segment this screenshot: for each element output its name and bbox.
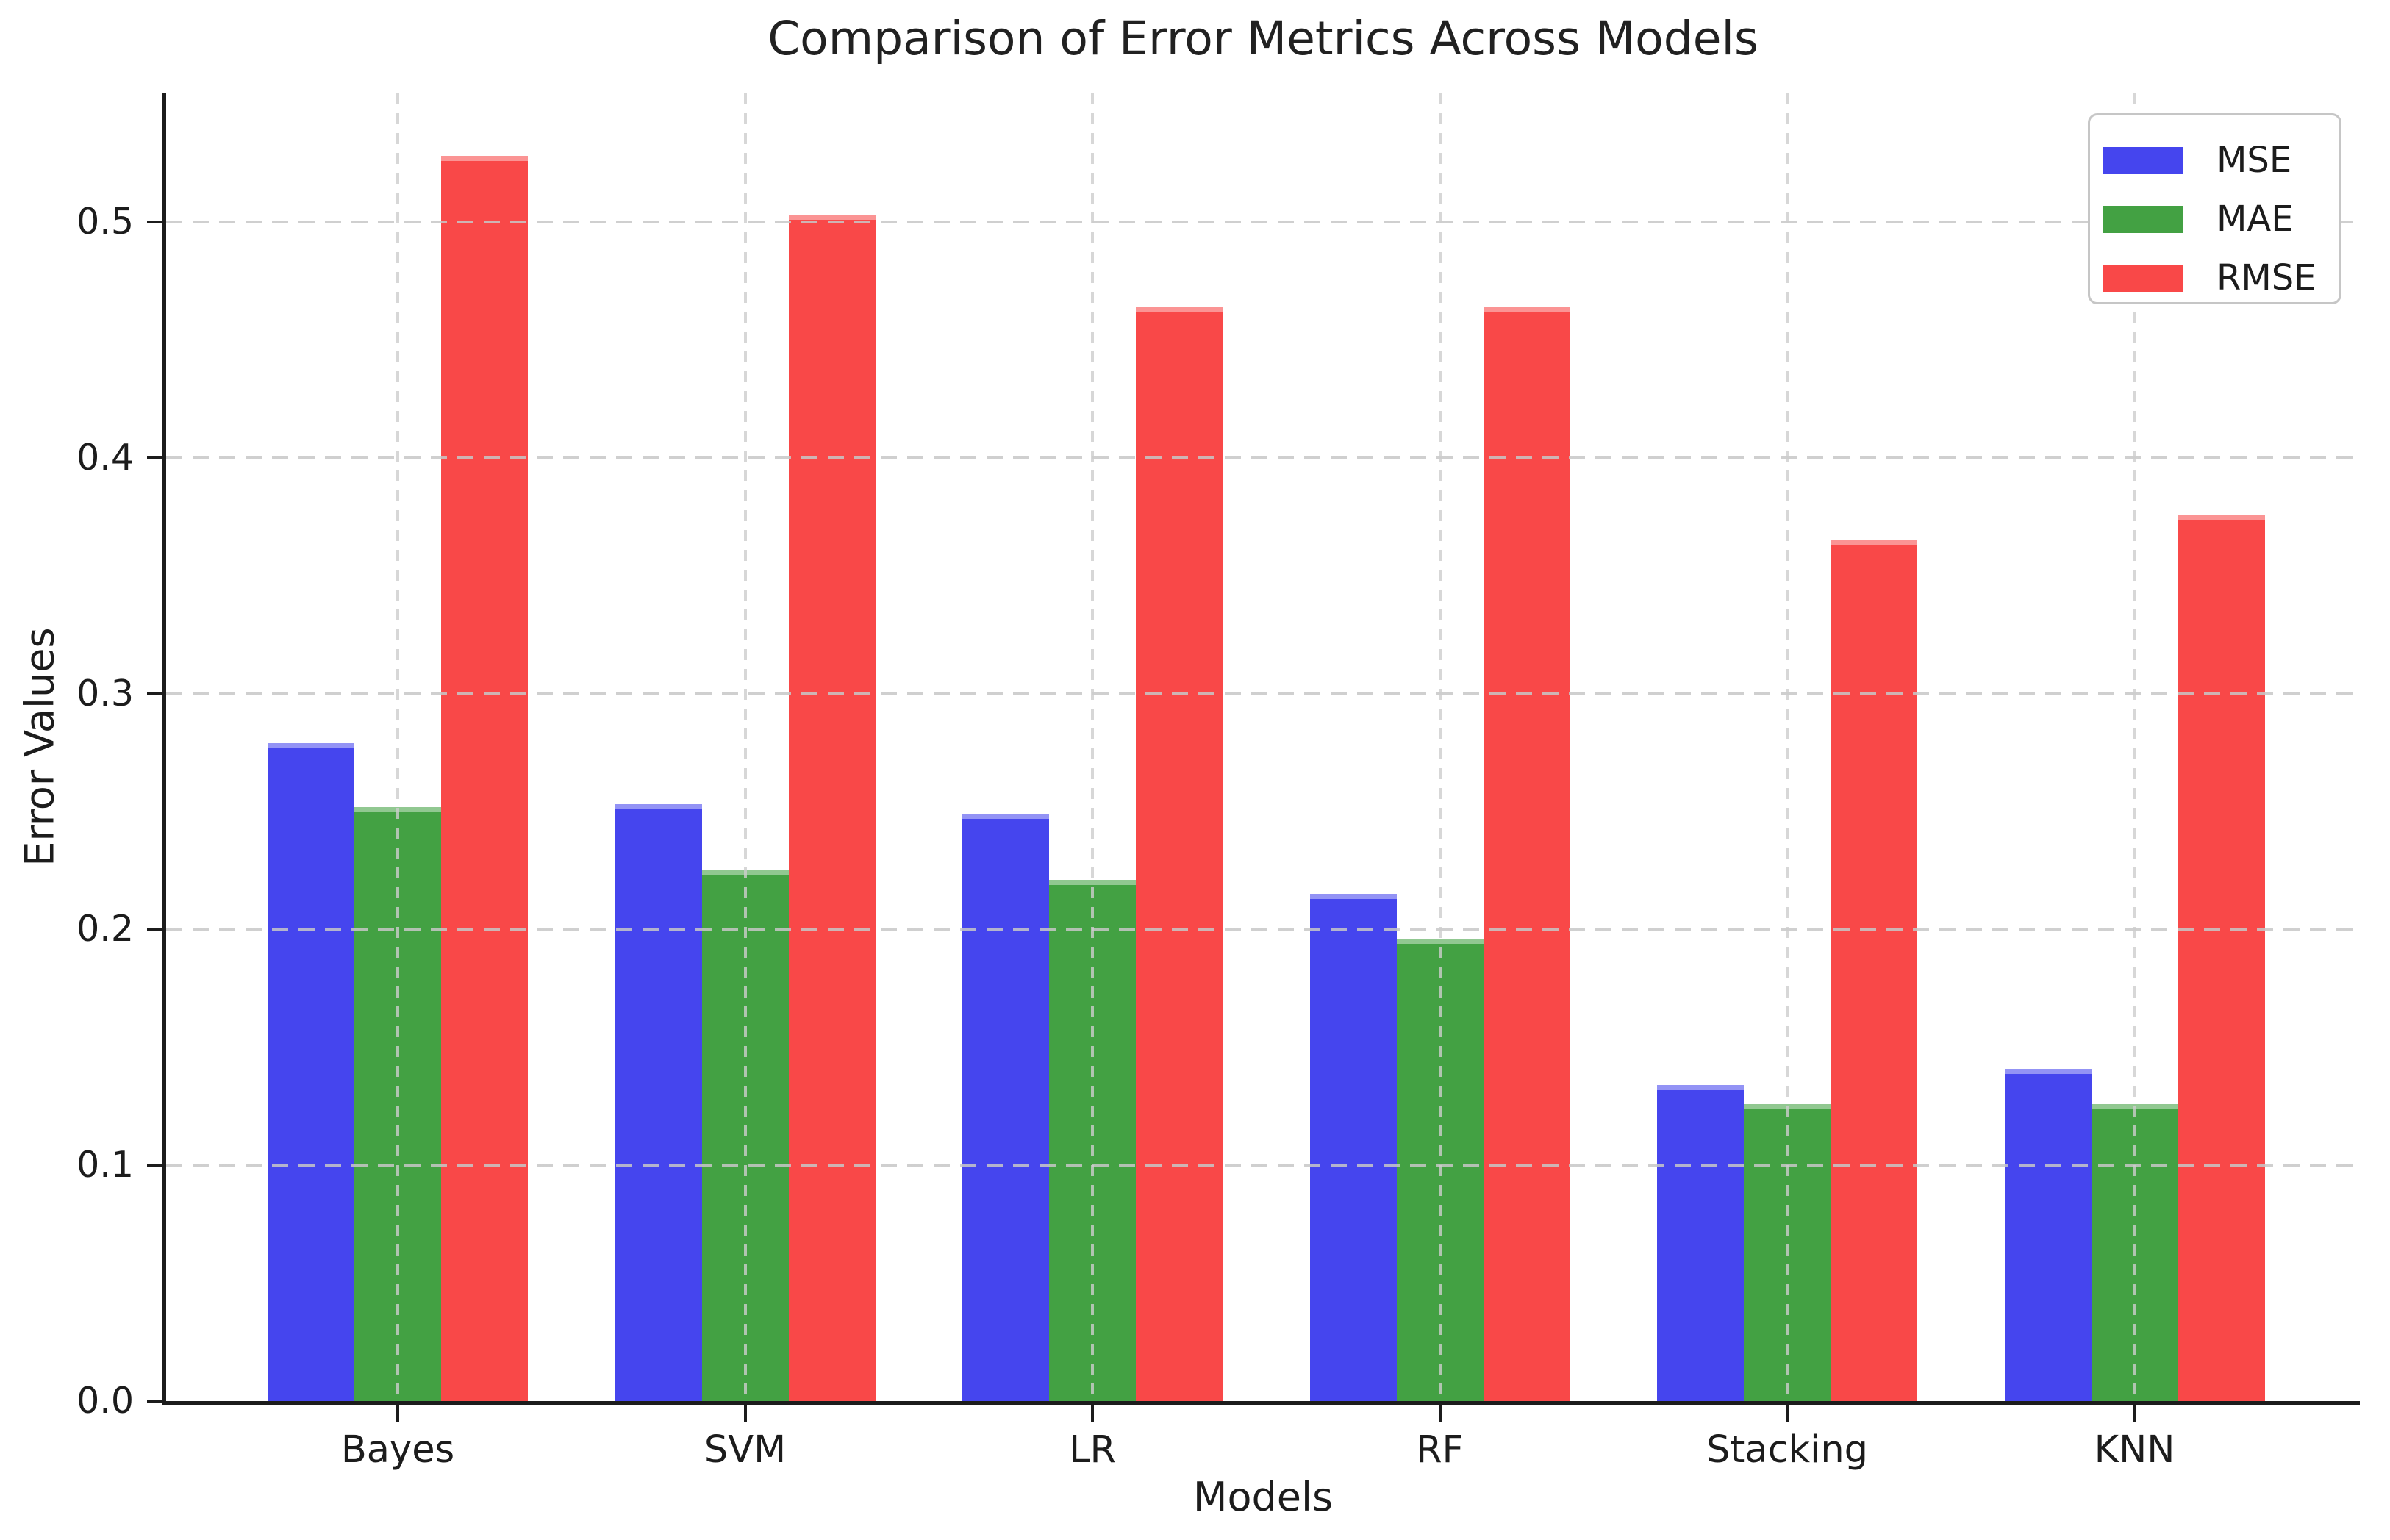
y-tick-label-0.1: 0.1 bbox=[76, 1144, 134, 1186]
x-tick-label-KNN: KNN bbox=[2094, 1428, 2175, 1472]
gridline-y-0.1 bbox=[166, 1164, 2360, 1167]
bar-mse-svm bbox=[615, 804, 702, 1401]
legend-swatch-mse bbox=[2103, 146, 2183, 174]
gridline-x-RF bbox=[1438, 93, 1442, 1401]
y-tick-0.3 bbox=[147, 692, 166, 695]
gridline-x-Bayes bbox=[396, 93, 399, 1401]
bar-mse-knn bbox=[2004, 1068, 2092, 1401]
bar-mse-rf bbox=[1309, 894, 1397, 1401]
y-tick-0.1 bbox=[147, 1164, 166, 1167]
y-axis-spine bbox=[162, 93, 166, 1405]
legend-label-rmse: RMSE bbox=[2217, 257, 2316, 298]
plot-area: 0.0 0.1 0.2 0.3 0.4 0.5 Bayes SVM LR RF Stacking KN… bbox=[76, 93, 2360, 1472]
bar-rmse-knn bbox=[2178, 514, 2265, 1401]
x-tick-SVM bbox=[743, 1405, 747, 1422]
x-tick-label-RF: RF bbox=[1416, 1428, 1464, 1472]
x-tick-label-SVM: SVM bbox=[704, 1428, 787, 1472]
x-tick-label-LR: LR bbox=[1069, 1428, 1116, 1472]
bar-mse-bayes bbox=[268, 742, 354, 1401]
y-tick-label-0.4: 0.4 bbox=[76, 436, 134, 479]
legend-swatch-mae bbox=[2103, 205, 2183, 233]
x-tick-Bayes bbox=[396, 1405, 399, 1422]
y-tick-label-0.3: 0.3 bbox=[76, 672, 134, 715]
bar-mse-lr bbox=[962, 814, 1049, 1401]
gridline-y-0.4 bbox=[166, 456, 2360, 459]
gridline-y-0.3 bbox=[166, 692, 2360, 695]
y-tick-label-0.5: 0.5 bbox=[76, 200, 134, 243]
gridline-x-KNN bbox=[2133, 93, 2136, 1401]
y-tick-label-0.2: 0.2 bbox=[76, 908, 134, 950]
legend-item-mse: MSE bbox=[2103, 131, 2339, 190]
y-tick-label-0.0: 0.0 bbox=[76, 1380, 134, 1422]
bar-mse-stacking bbox=[1657, 1085, 1744, 1401]
gridline-x-Stacking bbox=[1786, 93, 1789, 1401]
legend-label-mse: MSE bbox=[2217, 140, 2292, 181]
bar-rmse-rf bbox=[1483, 307, 1570, 1401]
legend: MSE MAE RMSE bbox=[2088, 113, 2341, 304]
x-tick-RF bbox=[1438, 1405, 1442, 1422]
gridline-y-0.5 bbox=[166, 220, 2360, 223]
x-tick-label-Bayes: Bayes bbox=[340, 1428, 455, 1472]
gridline-x-LR bbox=[1091, 93, 1094, 1401]
y-tick-0.4 bbox=[147, 456, 166, 459]
bar-rmse-bayes bbox=[441, 156, 528, 1401]
bar-rmse-lr bbox=[1136, 307, 1223, 1401]
x-axis-label: Models bbox=[1192, 1474, 1334, 1520]
legend-swatch-rmse bbox=[2103, 264, 2183, 292]
y-tick-0.5 bbox=[147, 220, 166, 223]
x-tick-label-Stacking: Stacking bbox=[1706, 1428, 1869, 1472]
bar-rmse-stacking bbox=[1831, 540, 1917, 1401]
x-tick-LR bbox=[1091, 1405, 1094, 1422]
legend-label-mae: MAE bbox=[2217, 198, 2294, 240]
x-tick-Stacking bbox=[1786, 1405, 1789, 1422]
chart-title: Comparison of Error Metrics Across Model… bbox=[768, 12, 1758, 65]
x-tick-KNN bbox=[2133, 1405, 2136, 1422]
legend-item-rmse: RMSE bbox=[2103, 248, 2339, 307]
bar-rmse-svm bbox=[788, 215, 876, 1401]
y-tick-0.2 bbox=[147, 928, 166, 931]
y-axis-label: Error Values bbox=[16, 627, 63, 867]
gridline-x-SVM bbox=[743, 93, 747, 1401]
gridline-y-0.2 bbox=[166, 928, 2360, 931]
legend-item-mae: MAE bbox=[2103, 190, 2339, 248]
y-tick-0.0 bbox=[147, 1400, 166, 1403]
x-axis-spine bbox=[162, 1401, 2360, 1405]
